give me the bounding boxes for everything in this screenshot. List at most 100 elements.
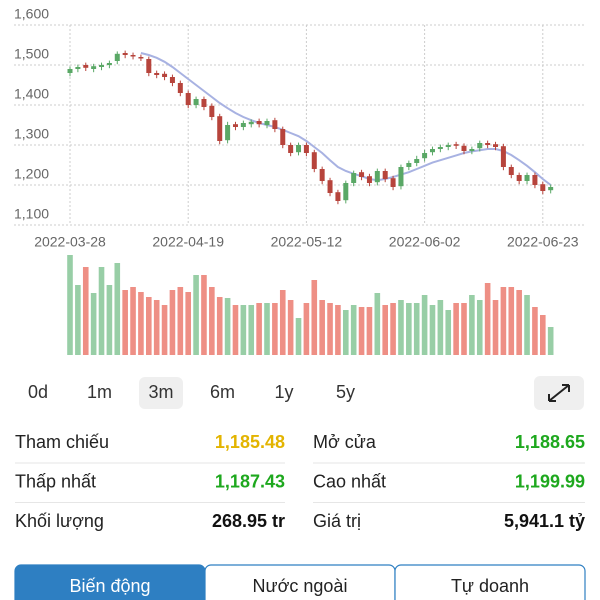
period-button[interactable]: 5y [336,382,355,402]
candle-body [280,129,286,145]
tab-label[interactable]: Biến động [69,576,150,596]
candle-body [398,167,404,187]
candle-body [99,65,105,67]
candle-body [193,99,199,105]
candle-body [209,105,215,117]
volume-bar [524,295,530,355]
period-button[interactable]: 1m [87,382,112,402]
y-tick-label: 1,300 [14,126,49,142]
tab-label[interactable]: Tự doanh [451,576,529,596]
volume-bar [82,267,89,355]
candle-body [248,121,254,125]
candle-body [264,121,270,125]
candle-body [114,53,120,61]
candle-body [303,145,309,153]
volume-bar [508,287,515,355]
volume-bar [201,275,207,355]
candle-body [524,175,530,181]
period-button[interactable]: 6m [210,382,235,402]
candle-body [327,180,333,193]
candle-body [500,146,506,167]
volume-bar [232,305,239,355]
tab[interactable] [394,564,586,600]
period-button[interactable]: 0d [28,382,48,402]
candle-body [217,116,223,141]
candle-body [240,123,246,127]
volume-bar [429,305,436,355]
x-tick-label: 2022-05-12 [271,234,343,250]
volume-bar [264,303,270,355]
volume-bar [413,303,420,355]
candle-body [256,121,262,125]
volume-bar [445,310,452,355]
volume-bar [311,280,318,355]
stat-label: Tham chiếu [15,432,109,452]
candle-body [453,144,459,146]
volume-bar [169,290,176,355]
candle-body [288,145,294,153]
stat-value: 1,185.48 [215,432,285,452]
volume-bar [350,305,357,355]
period-button[interactable]: 1y [274,382,293,402]
stat-label: Khối lượng [15,511,104,531]
volume-bar [390,303,396,355]
volume-bar [366,307,373,355]
candle-body [469,149,475,151]
candle-body [437,147,443,149]
candle-body [429,149,435,153]
tab-label[interactable]: Nước ngoài [253,576,348,596]
stat-value: 1,187.43 [215,471,285,491]
volume-bar [209,287,215,355]
candle-body [154,73,160,75]
candle-body [351,173,357,183]
candle-body [75,67,81,69]
volume-bar [216,297,223,355]
candle-body [201,99,207,107]
volume-bar [224,298,231,355]
volume-bar [75,285,81,355]
period-button[interactable]: 3m [148,382,173,402]
volume-bar [437,300,444,355]
y-tick-label: 1,200 [14,166,49,182]
volume-bar [547,327,554,355]
volume-bar [500,287,507,355]
x-tick-label: 2022-06-02 [389,234,461,250]
candle-body [225,125,231,141]
candle-body [146,59,152,73]
candle-body [540,184,546,191]
stat-value: 268.95 tr [212,511,285,531]
volume-bar [453,303,459,355]
stat-value: 1,188.65 [515,432,585,452]
volume-bar [177,287,184,355]
volume-bar [398,300,404,355]
candle-body [185,93,191,105]
volume-bar [146,297,152,355]
candle-body [477,143,483,149]
volume-bar [532,307,538,355]
candle-body [516,175,522,181]
candle-body [374,171,380,183]
volume-bar [161,305,168,355]
candle-body [296,145,302,153]
volume-bar [122,290,128,355]
volume-bar [319,300,325,355]
volume-bar [138,292,144,355]
volume-bar [193,275,199,355]
volume-bar [130,287,136,355]
candle-body [359,172,365,177]
volume-bar [335,305,341,355]
stat-value: 5,941.1 tỷ [504,511,585,531]
volume-bar [272,303,278,355]
y-tick-label: 1,400 [14,86,49,102]
candle-body [461,145,467,151]
x-tick-label: 2022-03-28 [34,234,106,250]
candle-body [343,183,349,201]
period-highlight [139,377,183,409]
candle-body [493,144,499,147]
candle-body [272,120,278,129]
candle-body [422,153,428,159]
volume-bar [492,300,499,355]
volume-bar [343,310,349,355]
candle-body [548,187,554,191]
volume-bar [516,290,522,355]
